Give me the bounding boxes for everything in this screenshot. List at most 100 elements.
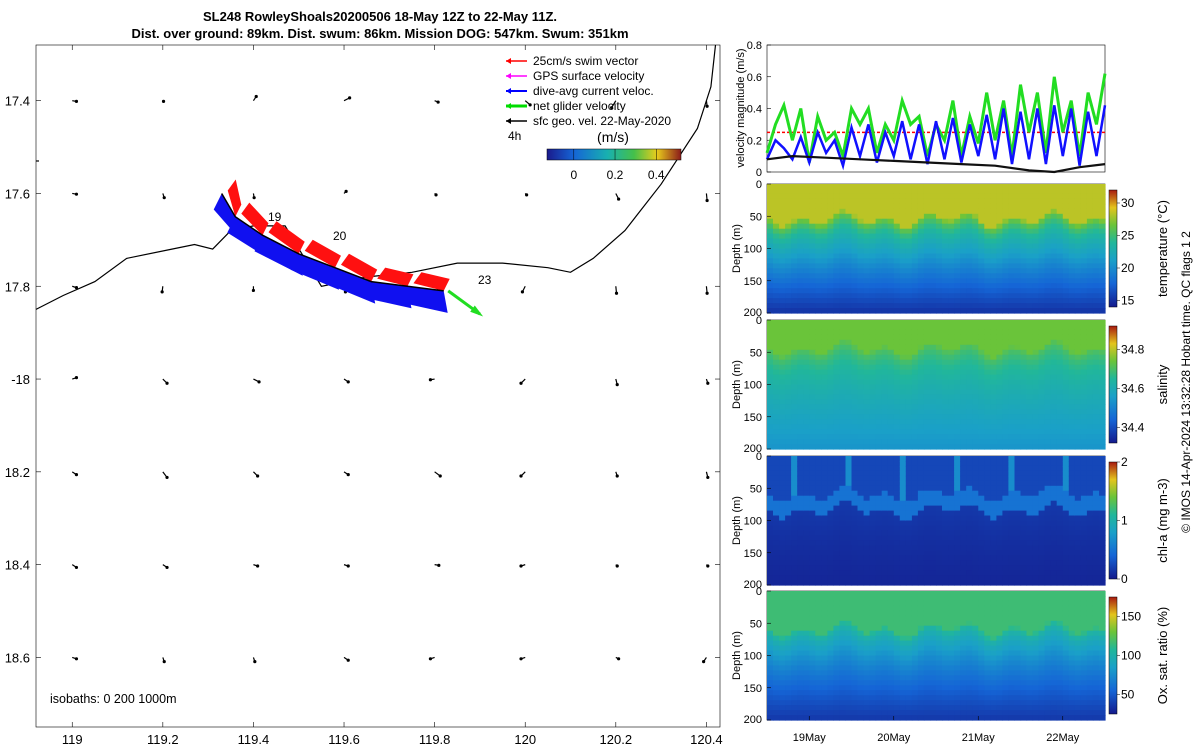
section-cell: [905, 364, 913, 371]
section-cell: [791, 650, 798, 657]
section-cell: [875, 475, 883, 482]
section-cell: [839, 184, 846, 190]
section-cell: [936, 485, 943, 492]
section-cell: [815, 283, 822, 289]
section-cell: [857, 369, 865, 376]
section-cell: [779, 580, 786, 586]
section-cell: [990, 555, 997, 561]
section-cell: [1038, 308, 1046, 314]
section-cell: [996, 414, 1003, 420]
section-cell: [881, 208, 889, 215]
section-cell: [773, 184, 780, 190]
section-cell: [996, 565, 1003, 571]
section-cell: [839, 550, 846, 556]
section-cell: [1056, 228, 1064, 235]
section-cell: [972, 461, 979, 467]
section-cell: [887, 475, 895, 482]
section-cell: [954, 500, 961, 507]
section-cell: [1099, 243, 1106, 250]
section-cell: [833, 575, 840, 581]
section-cell: [1074, 495, 1082, 502]
section-cell: [785, 690, 792, 696]
section-cell: [839, 555, 846, 561]
section-cell: [1008, 550, 1015, 556]
section-cell: [839, 525, 846, 532]
section-cell: [863, 339, 871, 346]
section-cell: [875, 364, 883, 371]
section-cell: [960, 560, 967, 566]
section-cell: [791, 444, 798, 450]
section-cell: [797, 715, 804, 721]
section-cell: [893, 404, 901, 410]
section-cell: [839, 233, 846, 240]
section-cell: [1014, 349, 1022, 356]
section-cell: [1074, 480, 1082, 487]
section-cell: [966, 364, 973, 371]
section-cell: [917, 369, 925, 376]
section-cell: [948, 414, 955, 420]
section-cell: [821, 399, 828, 405]
section-cell: [791, 253, 798, 260]
section-cell: [1026, 233, 1034, 240]
section-cell: [1044, 550, 1052, 556]
section-cell: [984, 520, 991, 527]
section-cell: [978, 389, 985, 396]
section-cell: [815, 329, 822, 336]
section-cell: [978, 500, 985, 507]
section-cell: [1056, 369, 1064, 376]
section-cell: [1038, 329, 1046, 336]
section-cell: [966, 228, 973, 235]
section-cell: [1038, 248, 1046, 255]
section-cell: [881, 308, 889, 314]
section-cell: [1099, 233, 1106, 240]
section-cell: [966, 550, 973, 556]
section-cell: [803, 625, 810, 632]
section-cell: [809, 620, 816, 627]
section-cell: [887, 369, 895, 376]
section-cell: [966, 500, 973, 507]
section-cell: [960, 278, 967, 284]
section-cell: [821, 243, 828, 250]
section-cell: [833, 228, 840, 235]
section-cell: [899, 325, 907, 331]
section-cell: [905, 565, 913, 571]
section-cell: [1014, 409, 1022, 415]
section-cell: [1008, 485, 1015, 492]
section-cell: [803, 258, 810, 264]
section-cell: [930, 213, 937, 220]
section-cell: [899, 490, 907, 497]
section-cell: [923, 303, 931, 309]
section-cell: [996, 273, 1003, 279]
section-cell: [767, 258, 774, 264]
section-cell: [996, 580, 1003, 586]
section-cell: [954, 429, 961, 435]
section-cell: [930, 329, 937, 336]
section-cell: [996, 456, 1003, 462]
section-cell: [1032, 268, 1040, 274]
section-cell: [779, 349, 786, 356]
section-cell: [984, 424, 991, 430]
section-cell: [990, 268, 997, 274]
section-cell: [1032, 545, 1040, 551]
section-cell: [930, 456, 937, 462]
section-cell: [773, 550, 780, 556]
section-y-tick-label: 50: [750, 483, 762, 495]
section-cell: [942, 570, 949, 576]
section-cell: [821, 409, 828, 415]
section-cell: [881, 461, 889, 467]
section-cell: [1074, 500, 1082, 507]
section-cell: [960, 461, 967, 467]
section-cell: [996, 213, 1003, 220]
section-cell: [1056, 510, 1064, 517]
section-cell: [821, 303, 828, 309]
section-cell: [1050, 429, 1058, 435]
section-cell: [791, 364, 798, 371]
section-cell: [1086, 374, 1094, 381]
section-cell: [815, 690, 822, 696]
section-cell: [1020, 334, 1028, 341]
section-cell: [773, 470, 780, 477]
section-cell: [809, 434, 816, 440]
section-cell: [875, 189, 883, 195]
section-cell: [1099, 540, 1106, 546]
section-cell: [996, 461, 1003, 467]
